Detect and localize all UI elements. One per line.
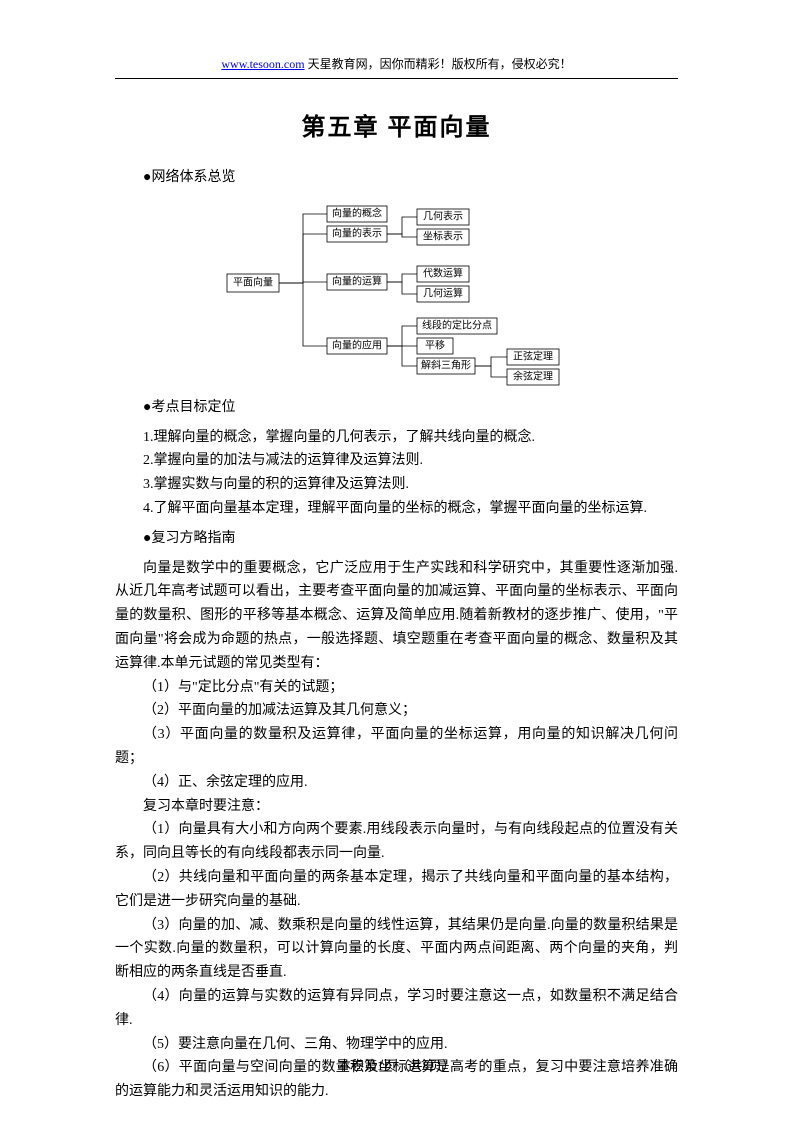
diagram-svg: 平面向量 向量的概念向量的表示向量的运算向量的应用 几何表示坐标表示代数运算几何运算… xyxy=(217,196,577,386)
svg-text:代数运算: 代数运算 xyxy=(423,266,463,279)
footer-mid: 页（共 xyxy=(383,1058,422,1073)
target-item: 1.理解向量的概念，掌握向量的几何表示，了解共线向量的概念. xyxy=(115,426,678,450)
strategy-intro: 向量是数学中的重要概念，它广泛应用于生产实践和科学研究中，其重要性逐渐加强.从近… xyxy=(115,557,678,676)
qtype-item: （1）与"定比分点"有关的试题； xyxy=(115,676,678,700)
header-link[interactable]: www.tesoon.com xyxy=(221,57,304,71)
svg-text:正弦定理: 正弦定理 xyxy=(513,349,553,362)
svg-text:几何运算: 几何运算 xyxy=(423,286,463,299)
note-item: （1）向量具有大小和方向两个要素.用线段表示向量时，与有向线段起点的位置没有关系… xyxy=(115,818,678,866)
svg-text:向量的概念: 向量的概念 xyxy=(332,206,382,219)
svg-text:余弦定理: 余弦定理 xyxy=(513,369,553,382)
note-item: （2）共线向量和平面向量的两条基本定理，揭示了共线向量和平面向量的基本结构，它们… xyxy=(115,866,678,914)
svg-text:几何表示: 几何表示 xyxy=(423,209,463,222)
section-target-heading: ●考点目标定位 xyxy=(143,396,678,420)
qtype-item: （4）正、余弦定理的应用. xyxy=(115,771,678,795)
page-header: www.tesoon.com 天星教育网，因你而精彩！版权所有，侵权必究！ xyxy=(115,55,678,72)
note-item: （3）向量的加、减、数乘积是向量的线性运算，其结果仍是向量.向量的数量积结果是一… xyxy=(115,914,678,985)
page-footer: 本卷第1页（共8页） xyxy=(0,1055,793,1074)
qtype-item: （3）平面向量的数量积及运算律，平面向量的坐标运算，用向量的知识解决几何问题； xyxy=(115,723,678,771)
svg-text:线段的定比分点: 线段的定比分点 xyxy=(422,318,492,331)
header-text: 天星教育网，因你而精彩！版权所有，侵权必究！ xyxy=(305,57,572,71)
footer-suffix: 页） xyxy=(429,1058,455,1073)
note-item: （4）向量的运算与实数的运算有异同点，学习时要注意这一点，如数量积不满足结合律. xyxy=(115,985,678,1033)
target-item: 4.了解平面向量基本定理，理解平面向量的坐标的概念，掌握平面向量的坐标运算. xyxy=(115,497,678,521)
svg-text:向量的应用: 向量的应用 xyxy=(332,338,382,351)
section-overview-heading: ●网络体系总览 xyxy=(143,166,678,190)
svg-text:平移: 平移 xyxy=(425,338,445,351)
svg-text:向量的表示: 向量的表示 xyxy=(332,226,382,239)
target-item: 2.掌握向量的加法与减法的运算律及运算法则. xyxy=(115,449,678,473)
footer-prefix: 本卷第 xyxy=(338,1058,377,1073)
svg-text:解斜三角形: 解斜三角形 xyxy=(421,358,471,371)
svg-text:坐标表示: 坐标表示 xyxy=(423,229,463,242)
svg-text:向量的运算: 向量的运算 xyxy=(332,274,382,287)
concept-diagram: 平面向量 向量的概念向量的表示向量的运算向量的应用 几何表示坐标表示代数运算几何运算… xyxy=(115,196,678,386)
chapter-title: 第五章 平面向量 xyxy=(115,107,678,142)
header-rule xyxy=(115,78,678,79)
qtype-item: （2）平面向量的加减法运算及其几何意义； xyxy=(115,699,678,723)
notes-heading: 复习本章时要注意： xyxy=(115,795,678,819)
target-item: 3.掌握实数与向量的积的运算律及运算法则. xyxy=(115,473,678,497)
svg-text:平面向量: 平面向量 xyxy=(233,275,273,288)
section-strategy-heading: ●复习方略指南 xyxy=(143,527,678,551)
note-item: （5）要注意向量在几何、三角、物理学中的应用. xyxy=(115,1033,678,1057)
